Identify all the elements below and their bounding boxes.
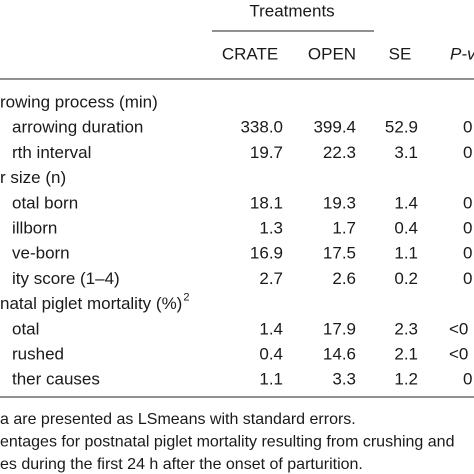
cell: 18.1 [250, 193, 283, 212]
footnote: a are presented as LSmeans with standard… [0, 411, 356, 428]
cell: 2.7 [259, 269, 283, 288]
cell: 0 [463, 370, 472, 389]
row-label: rowing process (min) [0, 92, 158, 111]
cell: 22.3 [323, 143, 356, 162]
row-label: natal piglet mortality (%) [0, 294, 182, 313]
cell: 2.6 [332, 269, 356, 288]
cell: 14.6 [323, 344, 356, 363]
cell: 1.1 [394, 244, 418, 263]
cell: 1.3 [259, 218, 283, 237]
cell: 19.3 [323, 193, 356, 212]
cell: 0.2 [394, 269, 418, 288]
cell: 2.1 [394, 344, 418, 363]
row-label: rth interval [12, 143, 91, 162]
row-label: r size (n) [0, 168, 66, 187]
cell: 1.4 [394, 193, 418, 212]
column-header: P-v [450, 44, 474, 63]
cell: 0 [463, 244, 472, 263]
cell: 1.1 [259, 370, 283, 389]
cell: 0 [463, 143, 472, 162]
cell: 3.1 [394, 143, 418, 162]
cell: 17.9 [323, 319, 356, 338]
cell: 16.9 [250, 244, 283, 263]
cell: 1.4 [259, 319, 283, 338]
column-header: CRATE [222, 44, 278, 63]
column-header: OPEN [308, 44, 356, 63]
row-label: otal [12, 319, 39, 338]
cell: 1.2 [394, 370, 418, 389]
cell: 19.7 [250, 143, 283, 162]
row-label: illborn [12, 218, 57, 237]
row-label: ther causes [12, 370, 100, 389]
cell: 52.9 [385, 118, 418, 137]
cell: 0 [463, 193, 472, 212]
cell: 1.7 [332, 218, 356, 237]
cell: 3.3 [332, 370, 356, 389]
cell: <0 [449, 344, 468, 363]
cell: 399.4 [313, 118, 356, 137]
cell: 0.4 [394, 218, 418, 237]
cell: 0.4 [259, 344, 283, 363]
row-label: rushed [12, 344, 64, 363]
cell: 2.3 [394, 319, 418, 338]
cell: 338.0 [240, 118, 283, 137]
group-header: Treatments [249, 1, 334, 20]
column-header: SE [389, 44, 412, 63]
row-label: ity score (1–4) [12, 269, 120, 288]
row-label: arrowing duration [12, 118, 143, 137]
cell: <0 [449, 319, 468, 338]
cell: 0 [463, 118, 472, 137]
row-label: otal born [12, 193, 78, 212]
cell: 17.5 [323, 244, 356, 263]
row-label: ve-born [12, 244, 70, 263]
footnote: entages for postnatal piglet mortality r… [0, 434, 454, 451]
cell: 0 [463, 218, 472, 237]
footnote: es during the first 24 h after the onset… [0, 456, 363, 473]
cell: 0 [463, 269, 472, 288]
superscript: 2 [183, 292, 189, 304]
